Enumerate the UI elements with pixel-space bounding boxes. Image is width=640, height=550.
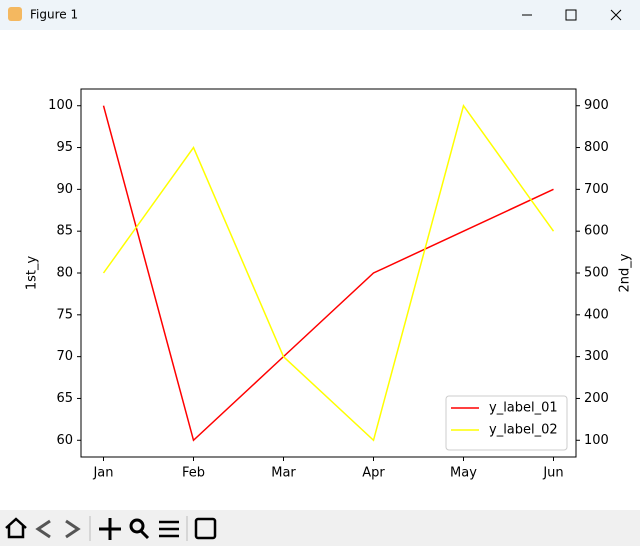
axes-frame [80, 88, 577, 458]
line [102, 104, 555, 442]
configure-button[interactable] [159, 520, 179, 538]
y2-tick-label: 500 [584, 266, 609, 281]
window-title: Figure 1 [30, 8, 78, 22]
x-tick-label: May [450, 466, 477, 481]
y-tick-label: 85 [56, 224, 73, 239]
x-tick-label: Jun [542, 466, 563, 481]
y2-tick-label: 200 [584, 391, 609, 406]
y-tick-label: 100 [48, 98, 73, 113]
y2-tick-label: 700 [584, 182, 609, 197]
y2-tick-label: 300 [584, 349, 609, 364]
plot: 60 65 70 75 80 85 90 95 100 100 200 300 400 500 600 700… [25, 88, 633, 481]
x-tick-label: Feb [182, 466, 205, 481]
line [102, 105, 554, 442]
y2-tick-label: 400 [584, 307, 609, 322]
y2-tick-label: 800 [584, 140, 609, 155]
y2-tick-label: 100 [584, 433, 609, 448]
y-tick-label: 70 [56, 349, 73, 364]
legend [445, 395, 568, 451]
close-button[interactable] [610, 9, 622, 21]
maximize-button[interactable] [565, 9, 577, 21]
x-tick-label: Jan [92, 466, 113, 481]
y-tick-label: 90 [56, 182, 73, 197]
legend-label: y_label_01 [489, 401, 558, 416]
y2-tick-label: 600 [584, 224, 609, 239]
y-axis-label: 1st_y [25, 256, 40, 291]
y-tick-label: 75 [56, 307, 73, 322]
y2-axis-label: 2nd_y [618, 253, 633, 292]
y-tick-label: 80 [56, 266, 73, 281]
y-tick-label: 95 [56, 140, 73, 155]
y-tick-label: 65 [56, 391, 73, 406]
y2-tick-label: 900 [584, 98, 609, 113]
forward-button[interactable] [65, 519, 81, 539]
x-tick-label: Mar [271, 466, 296, 481]
legend-label: y_label_02 [489, 423, 558, 438]
zoom-button[interactable] [129, 518, 150, 540]
title-bar [0, 0, 640, 30]
x-tick-label: Apr [362, 466, 385, 481]
y-tick-label: 60 [56, 433, 73, 448]
app-icon [8, 7, 22, 21]
back-button[interactable] [35, 519, 51, 539]
save-button[interactable] [194, 517, 217, 540]
toolbar [0, 510, 640, 546]
pan-button[interactable] [99, 518, 121, 540]
home-button[interactable] [5, 517, 27, 539]
